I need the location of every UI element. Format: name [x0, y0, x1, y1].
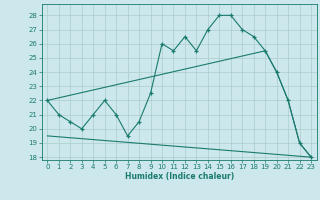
X-axis label: Humidex (Indice chaleur): Humidex (Indice chaleur) [124, 172, 234, 181]
